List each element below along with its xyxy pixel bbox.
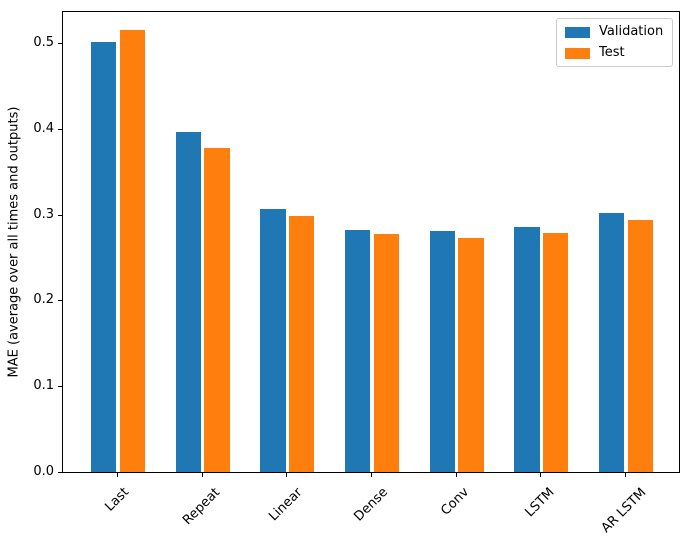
x-tick-label: Conv	[438, 484, 473, 519]
bar-test-conv	[458, 237, 484, 472]
y-tick-mark	[58, 43, 62, 44]
y-tick-label: 0.1	[33, 378, 54, 393]
y-tick-mark	[58, 215, 62, 216]
legend-item-test: Test	[565, 45, 663, 61]
x-tick-mark	[371, 473, 372, 477]
x-tick-mark	[202, 473, 203, 477]
x-tick-label: AR LSTM	[599, 485, 650, 536]
legend: Validation Test	[556, 18, 674, 67]
x-tick-mark	[117, 473, 118, 477]
y-axis-label: MAE (average over all times and outputs)	[5, 106, 21, 378]
x-tick-label: Last	[101, 484, 132, 515]
y-tick-label: 0.4	[33, 121, 54, 136]
bar-validation-repeat	[175, 132, 201, 472]
legend-label-test: Test	[599, 45, 625, 60]
test-color-swatch	[565, 47, 590, 59]
y-tick-label: 0.0	[33, 464, 54, 479]
bar-test-ar-lstm	[627, 219, 654, 472]
y-tick-mark	[58, 386, 62, 387]
bar-validation-dense	[344, 230, 371, 472]
y-tick-label: 0.5	[33, 35, 54, 50]
bar-test-last	[119, 30, 146, 472]
x-tick-mark	[286, 473, 287, 477]
bar-validation-lstm	[514, 226, 540, 472]
bar-validation-linear	[260, 209, 286, 472]
y-tick-mark	[58, 129, 62, 130]
x-tick-mark	[625, 473, 626, 477]
x-tick-label: LSTM	[522, 485, 558, 521]
bar-validation-ar-lstm	[598, 212, 625, 472]
validation-color-swatch	[565, 26, 590, 38]
y-tick-label: 0.3	[33, 207, 54, 222]
bar-test-dense	[373, 234, 400, 472]
x-tick-label: Dense	[350, 484, 391, 525]
bar-validation-last	[90, 42, 117, 472]
x-tick-mark	[456, 473, 457, 477]
bar-test-lstm	[543, 232, 569, 472]
plot-area	[62, 11, 680, 473]
y-tick-mark	[58, 472, 62, 473]
x-tick-mark	[540, 473, 541, 477]
x-tick-label: Linear	[266, 484, 306, 525]
bar-test-linear	[289, 216, 315, 472]
bar-validation-conv	[429, 230, 455, 472]
legend-item-validation: Validation	[565, 24, 663, 40]
y-tick-mark	[58, 300, 62, 301]
x-tick-label: Repeat	[179, 485, 223, 529]
y-tick-label: 0.2	[33, 292, 54, 307]
bar-test-repeat	[204, 148, 230, 472]
legend-label-validation: Validation	[599, 24, 664, 39]
